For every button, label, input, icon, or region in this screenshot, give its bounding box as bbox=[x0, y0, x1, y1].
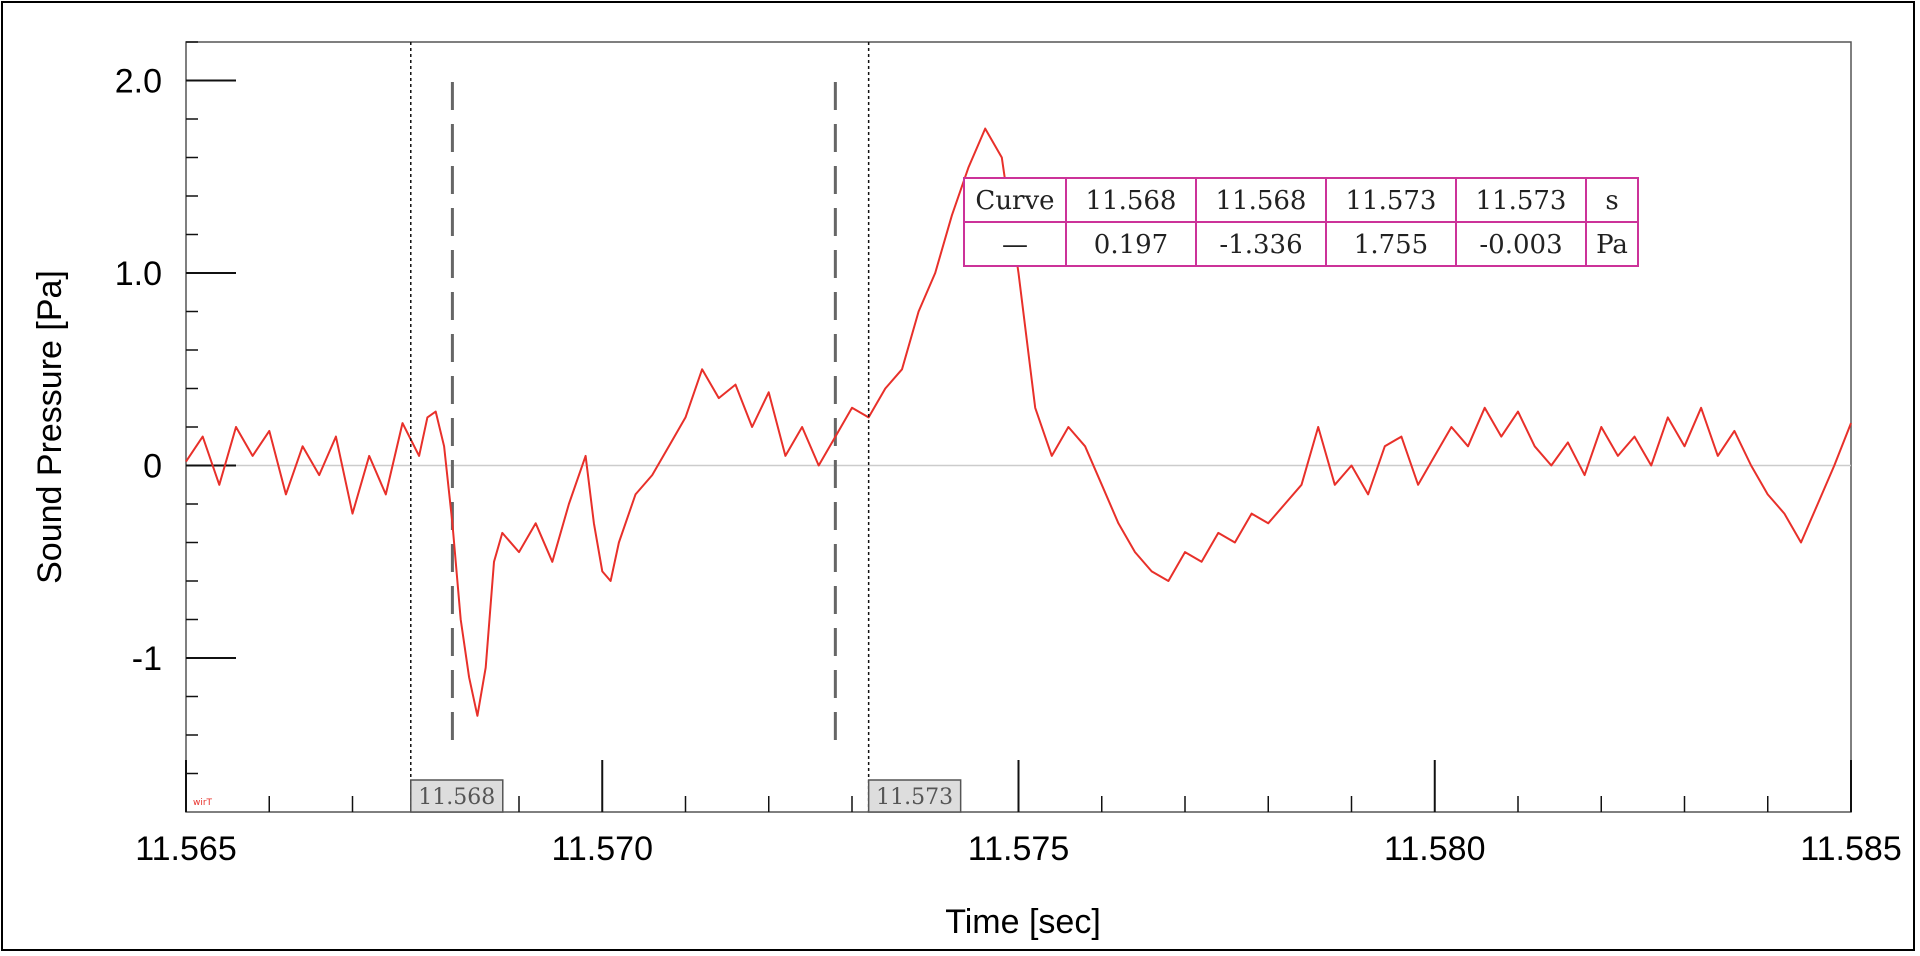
x-axis-title: Time [sec] bbox=[945, 903, 1101, 941]
readout-cell bbox=[963, 177, 1067, 223]
cursor-label: 11.568 bbox=[418, 785, 495, 810]
y-tick-label: 0 bbox=[143, 448, 162, 486]
readout-cell bbox=[963, 221, 1067, 267]
readout-cell bbox=[1325, 221, 1457, 267]
readout-cell bbox=[1455, 221, 1587, 267]
readout-cell-text: 11.568 bbox=[1086, 186, 1177, 216]
readout-cell-text: Pa bbox=[1596, 230, 1628, 260]
readout-cell bbox=[1065, 221, 1197, 267]
corner-tag: wirT bbox=[193, 798, 213, 808]
y-tick-label: 1.0 bbox=[115, 255, 162, 293]
readout-cell bbox=[1585, 177, 1639, 223]
readout-cell bbox=[1065, 177, 1197, 223]
readout-cell bbox=[1455, 177, 1587, 223]
readout-cell-text: -1.336 bbox=[1219, 230, 1302, 260]
y-tick-label: 2.0 bbox=[115, 63, 162, 101]
cursor-label-box bbox=[867, 779, 962, 813]
readout-cell bbox=[1585, 221, 1639, 267]
x-tick-label: 11.575 bbox=[968, 830, 1069, 868]
x-tick-label: 11.570 bbox=[552, 830, 653, 868]
readout-cell-text: 11.568 bbox=[1216, 186, 1307, 216]
cursor-label: 11.573 bbox=[876, 785, 953, 810]
y-tick-label: -1 bbox=[132, 640, 162, 678]
series-line bbox=[185, 127, 1852, 717]
readout-cell-text: — bbox=[1002, 230, 1028, 260]
readout-cell-text: Curve bbox=[975, 186, 1054, 216]
readout-cell-text: 11.573 bbox=[1476, 186, 1567, 216]
readout-cell-text: 0.197 bbox=[1094, 230, 1168, 260]
cursor-label-box bbox=[410, 779, 504, 813]
x-tick-label: 11.580 bbox=[1384, 830, 1485, 868]
line-chart: 11.568 11.573 11.565 11.570 11.575 11.580 11.… bbox=[31, 41, 1902, 941]
readout-cell-text: 11.573 bbox=[1346, 186, 1437, 216]
x-tick-label: 11.585 bbox=[1800, 830, 1901, 868]
y-axis-title: Sound Pressure [Pa] bbox=[31, 270, 69, 584]
readout-cell-text: -0.003 bbox=[1479, 230, 1562, 260]
x-tick-label: 11.565 bbox=[135, 830, 236, 868]
plot-area bbox=[185, 41, 1852, 813]
readout-cell-text: 1.755 bbox=[1354, 230, 1428, 260]
readout-cell bbox=[1325, 177, 1457, 223]
readout-cell-text: s bbox=[1605, 186, 1618, 216]
readout-cell bbox=[1195, 221, 1327, 267]
readout-cell bbox=[1195, 177, 1327, 223]
